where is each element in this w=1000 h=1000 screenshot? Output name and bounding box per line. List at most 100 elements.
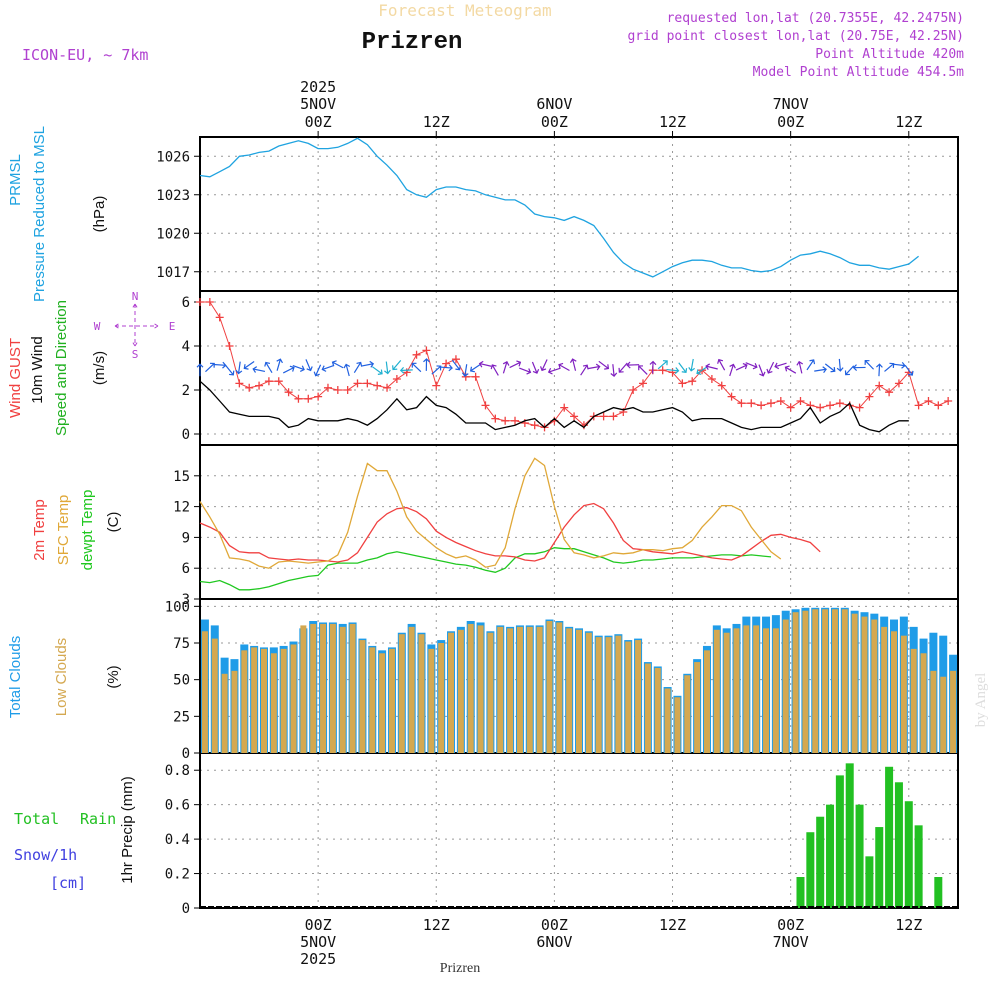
low-cloud-bar	[635, 640, 642, 753]
gust-marker	[225, 342, 234, 350]
gust-marker	[392, 375, 401, 383]
wind-arrow-shaft	[313, 364, 322, 377]
wind-direction-arrow	[657, 360, 668, 370]
gust-marker	[776, 397, 785, 405]
wind-direction-arrow	[371, 366, 383, 375]
model-name: ICON-EU, ~ 7km	[22, 46, 148, 64]
wind-arrow-shaft	[509, 360, 522, 369]
wind-direction-arrow	[469, 363, 481, 373]
low-cloud-bar	[743, 625, 750, 753]
wind-direction-arrow	[243, 360, 255, 370]
wind-direction-arrow	[392, 359, 402, 371]
model-altitude: Model Point Altitude 454.5m	[753, 65, 964, 80]
wind-arrow-shaft	[657, 360, 668, 370]
bottom-axis-hour: 12Z	[659, 916, 686, 934]
gust-marker	[944, 397, 953, 405]
low-cloud-bar	[211, 638, 218, 753]
low-cloud-bar	[497, 626, 504, 753]
wind-arrow-shaft	[876, 363, 883, 377]
top-axis-hour: 00Z	[541, 113, 568, 131]
wind-arrow-shaft	[569, 358, 577, 371]
low-cloud-bar	[684, 675, 691, 753]
winddir-label: Speed and Direction	[53, 300, 70, 436]
wind-direction-arrow	[814, 366, 827, 374]
low-cloud-bar	[950, 670, 957, 753]
wind-arrow-shaft	[399, 366, 413, 374]
y-tick-label: 50	[173, 673, 190, 689]
wind-arrow-shaft	[490, 364, 499, 376]
low-cloud-bar	[418, 634, 425, 753]
wind-direction-arrow	[490, 364, 499, 376]
low-cloud-bar	[703, 650, 710, 753]
rain-bar	[934, 877, 943, 908]
gust-marker	[294, 394, 303, 403]
gust-label: Wind GUST	[7, 338, 24, 418]
gust-marker	[383, 383, 392, 392]
credit-watermark: by Angel	[973, 673, 989, 728]
wind-arrow-shaft	[411, 362, 422, 373]
top-axis-hour: 12Z	[423, 113, 450, 131]
wind-arrow-shaft	[688, 358, 695, 372]
wind-direction-arrow	[678, 362, 688, 374]
wind-direction-arrow	[205, 362, 215, 373]
low-cloud-bar	[723, 632, 730, 753]
rain-bar	[796, 877, 805, 908]
wind-direction-arrow	[343, 363, 351, 377]
gust-marker	[422, 346, 431, 355]
y-tick-label: 100	[165, 599, 190, 615]
wind-direction-arrow	[282, 365, 295, 374]
wind-arrow-shaft	[343, 363, 351, 377]
chart-title: Forecast Meteogram	[378, 1, 551, 20]
rain-bar	[855, 804, 864, 908]
wind-arrow-shaft	[282, 365, 295, 374]
panel-frame-pressure	[199, 136, 959, 292]
low-cloud-bar	[536, 626, 543, 753]
gust-marker	[245, 383, 254, 392]
wind-direction-arrow	[569, 358, 577, 371]
y-tick-label: 4	[182, 339, 190, 355]
low-cloud-bar	[369, 647, 376, 753]
low-cloud-bar	[300, 625, 307, 753]
tsfc-line	[199, 457, 782, 569]
wind-direction-arrow	[305, 359, 313, 372]
dewpoint-label: dewpt Temp	[79, 490, 96, 571]
low-cloud-bar	[822, 609, 829, 753]
gust-marker	[215, 313, 224, 322]
gust-marker	[678, 379, 687, 388]
wind-arrow-shaft	[598, 360, 610, 370]
low-cloud-bar	[379, 653, 386, 753]
wind-arrow-shaft	[292, 364, 305, 372]
y-tick-label: 1023	[156, 188, 190, 204]
gust-marker	[432, 381, 441, 390]
wind-arrow-shaft	[440, 364, 453, 372]
gust-marker	[924, 397, 933, 405]
low-cloud-bar	[231, 670, 238, 753]
wind-direction-arrow	[824, 363, 836, 373]
low-cloud-bar	[753, 625, 760, 753]
y-tick-label: 3	[182, 592, 190, 608]
total-clouds-label: Total Clouds	[7, 636, 24, 719]
wind-arrow-shaft	[852, 364, 866, 372]
wind-arrow-shaft	[836, 358, 844, 372]
low-cloud-bar	[270, 653, 277, 753]
low-cloud-bar	[851, 613, 858, 753]
top-axis-hour: 12Z	[895, 113, 922, 131]
top-axis-date: 7NOV	[773, 95, 809, 113]
wind-direction-arrow	[478, 360, 492, 368]
dewpoint-line	[199, 547, 772, 591]
low-clouds-label: Low Clouds	[53, 638, 70, 716]
wind-direction-arrow	[852, 364, 866, 372]
wind-direction-arrow	[844, 365, 855, 376]
low-cloud-bar	[221, 673, 228, 753]
top-axis-date: 5NOV	[300, 95, 336, 113]
gust-marker	[264, 377, 273, 386]
low-cloud-bar	[507, 628, 514, 753]
pressure-sublabel: Pressure Reduced to MSL	[31, 126, 48, 302]
wind-direction-arrow	[321, 365, 334, 372]
wind-arrow-shaft	[884, 362, 895, 372]
low-cloud-bar	[891, 631, 898, 753]
gust-marker	[629, 386, 638, 394]
gust-marker	[353, 379, 362, 388]
requested-coords: requested lon,lat (20.7355E, 42.2475N)	[667, 11, 964, 26]
low-cloud-bar	[260, 648, 267, 753]
